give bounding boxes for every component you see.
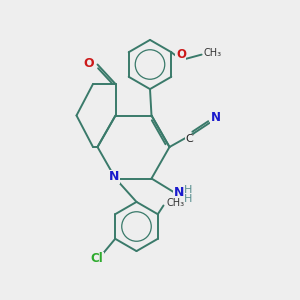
Text: CH₃: CH₃ <box>204 48 222 59</box>
Text: O: O <box>176 47 186 61</box>
Text: H: H <box>184 184 192 195</box>
Text: O: O <box>84 56 94 70</box>
Text: C: C <box>185 134 193 145</box>
Text: N: N <box>174 185 184 199</box>
Text: N: N <box>210 111 220 124</box>
Text: Cl: Cl <box>91 252 103 266</box>
Text: N: N <box>109 170 119 184</box>
Text: CH₃: CH₃ <box>167 198 184 208</box>
Text: H: H <box>184 194 192 204</box>
